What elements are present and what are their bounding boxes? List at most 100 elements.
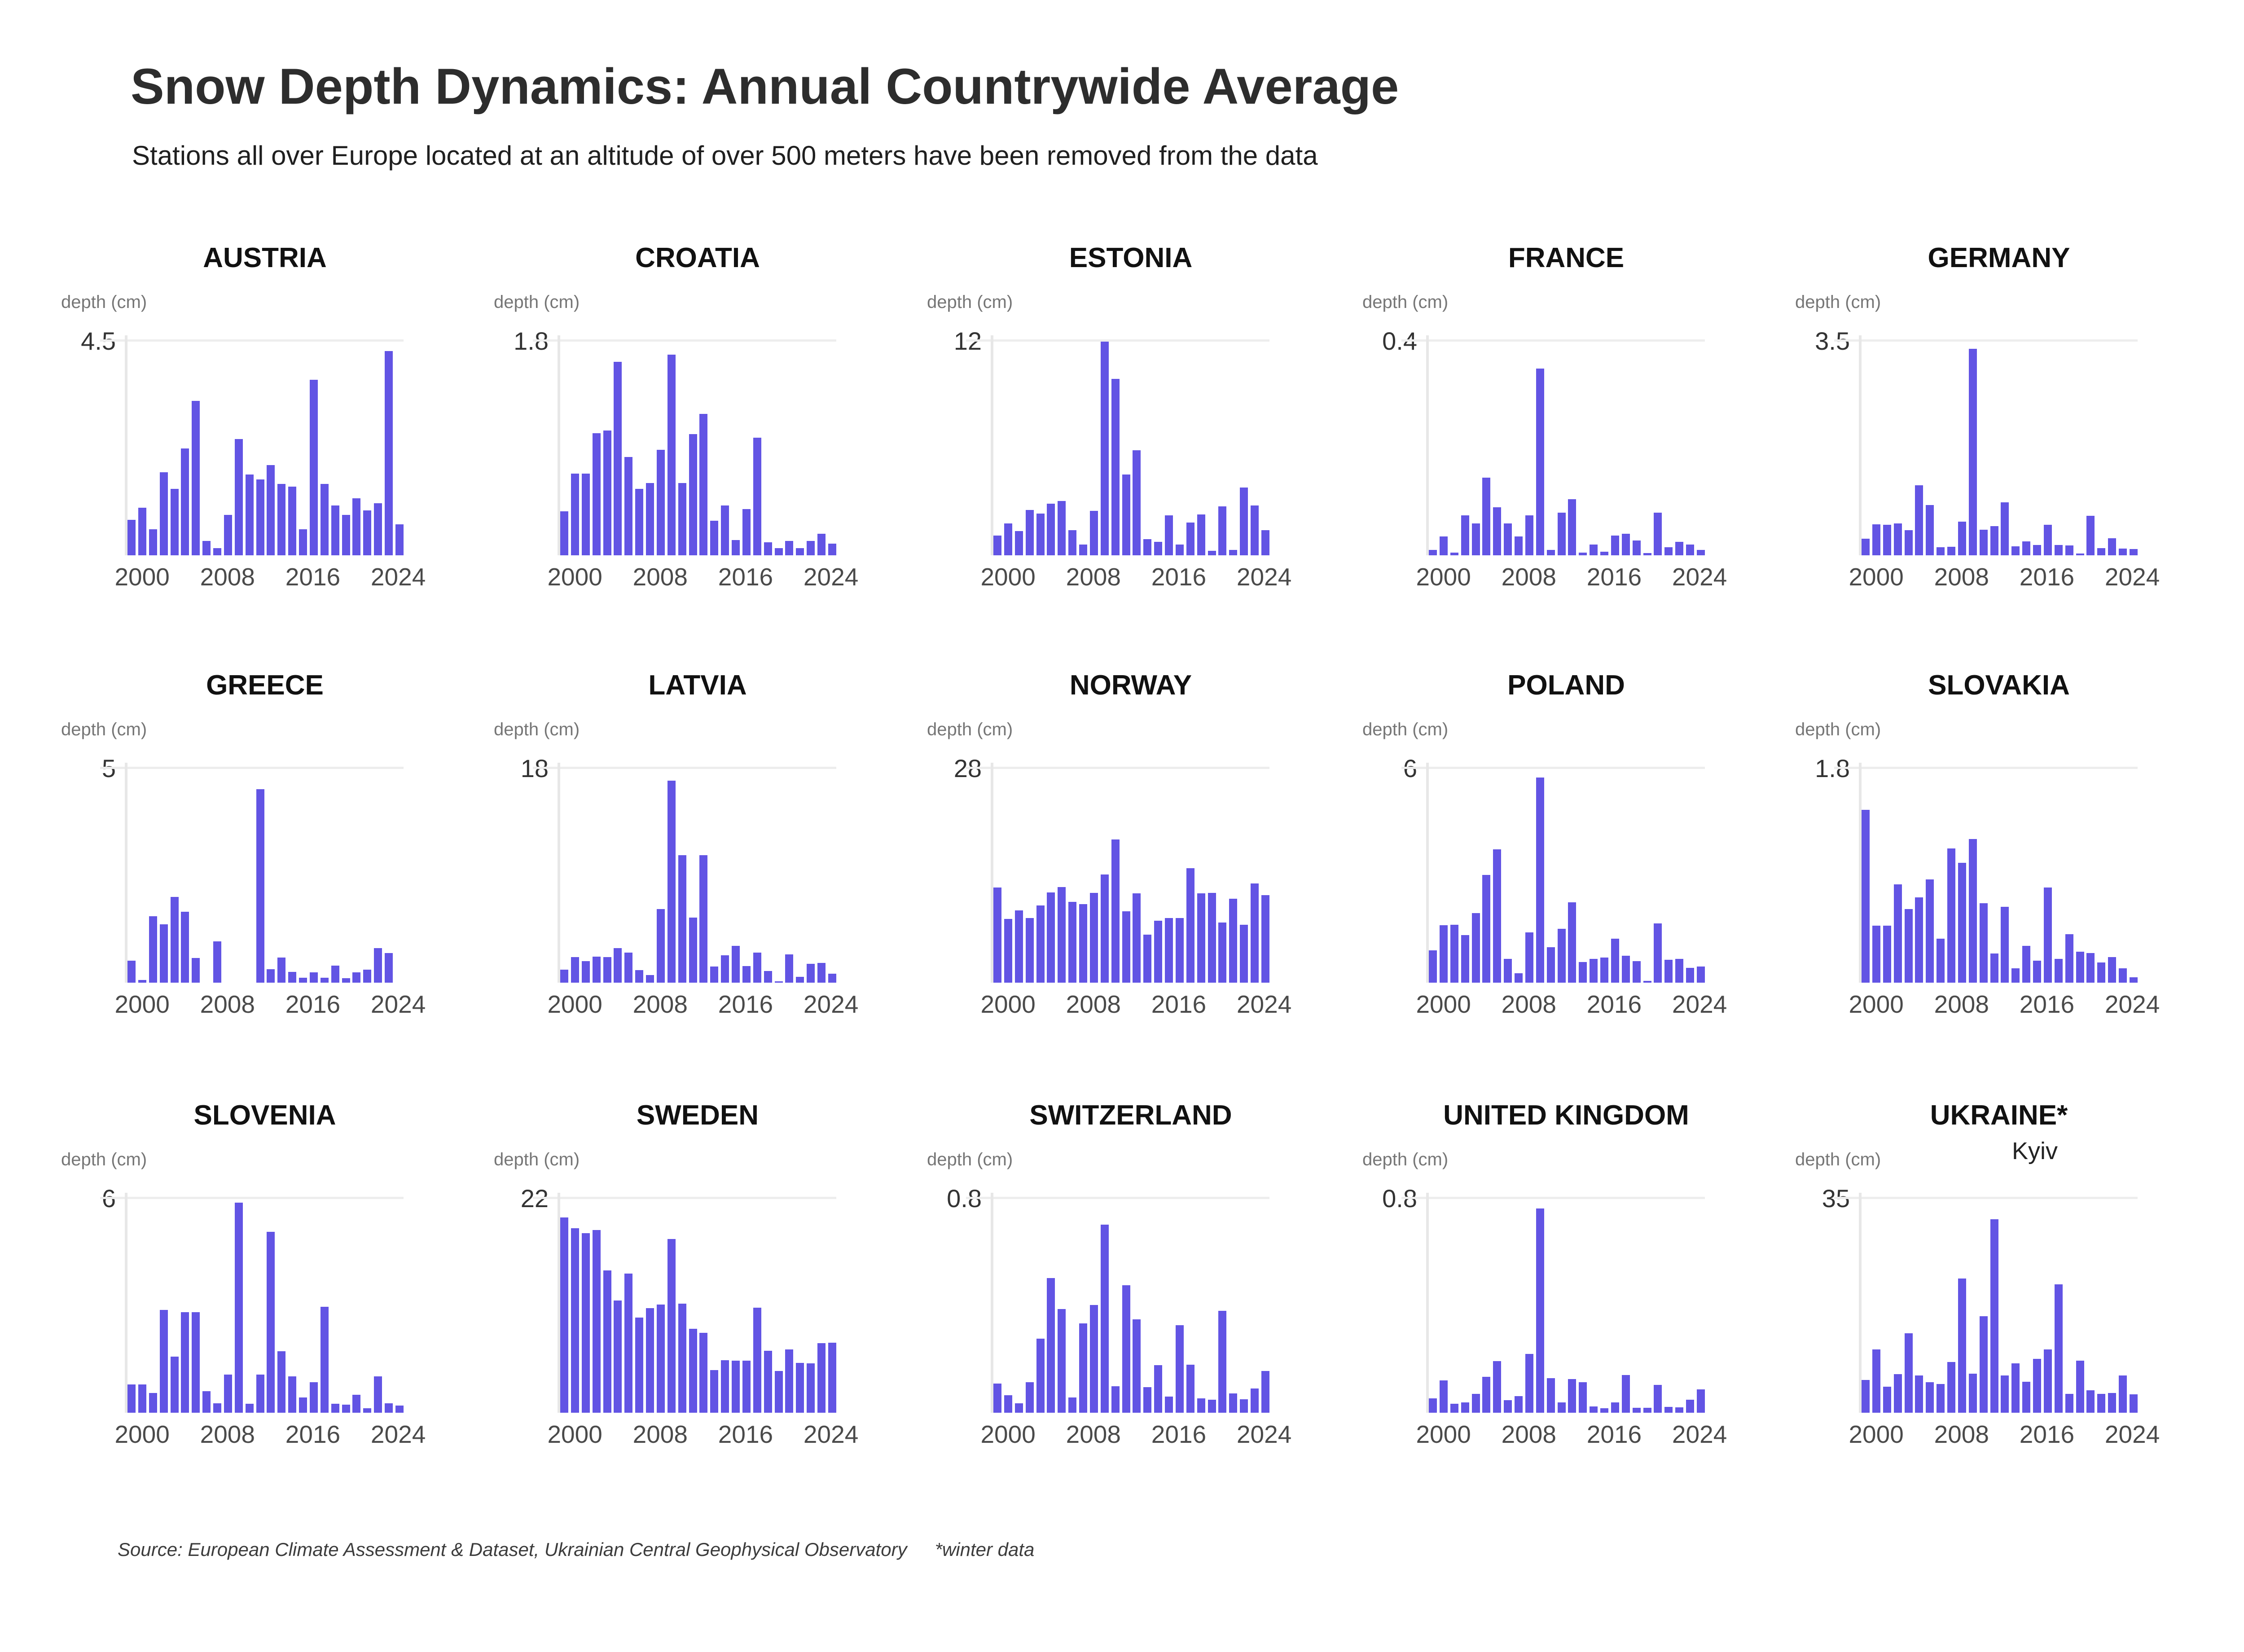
chart-card: NORWAY depth (cm) 28 2000 2008 2016 2024 [882, 657, 1291, 1034]
bar-2019 [342, 978, 350, 983]
bar-2018 [331, 965, 339, 983]
bar-2024 [2129, 977, 2138, 983]
bar-2003 [603, 431, 611, 555]
bar-2008 [1089, 1305, 1098, 1413]
y-axis-label: depth (cm) [61, 292, 147, 312]
bar-2018 [1632, 1408, 1641, 1413]
bar-2024 [828, 543, 836, 555]
bar-2000 [1004, 523, 1012, 555]
bar-2022 [1240, 1399, 1248, 1413]
x-tick-label-2008: 2008 [200, 990, 255, 1018]
plot-area: 2000 2008 2016 2024 [1834, 763, 2160, 1018]
bar-2024 [828, 974, 836, 983]
top-gridline [533, 339, 836, 342]
bar-2001 [1450, 553, 1458, 555]
x-tick-label-2016: 2016 [718, 1420, 773, 1448]
y-axis-line [125, 763, 127, 983]
bar-2011 [689, 917, 697, 983]
bar-2018 [331, 1404, 339, 1413]
source-text: Source: European Climate Assessment & Da… [118, 1539, 907, 1560]
bar-2022 [807, 541, 815, 555]
bar-2019 [774, 548, 783, 555]
y-axis-label: depth (cm) [1362, 292, 1449, 312]
bar-2009 [1968, 1373, 1977, 1413]
bar-2012 [267, 1232, 275, 1413]
x-tick-label-2000: 2000 [547, 563, 602, 591]
bar-2009 [667, 781, 676, 983]
x-axis-ticks: 2000 2008 2016 2024 [1849, 983, 2160, 1019]
bar-2004 [614, 361, 622, 555]
bar-2009 [1536, 778, 1544, 983]
y-axis-label: depth (cm) [927, 292, 1013, 312]
bar-1999 [127, 519, 136, 555]
bar-2018 [1197, 514, 1205, 555]
bar-2023 [1686, 545, 1694, 555]
bar-2002 [1025, 510, 1034, 555]
bar-2003 [1471, 523, 1480, 555]
y-axis-line [1859, 335, 1862, 555]
x-tick-label-2008: 2008 [1066, 1420, 1121, 1448]
x-tick-label-2008: 2008 [1934, 1420, 1989, 1448]
bar-2019 [1208, 551, 1216, 555]
top-gridline [1834, 1197, 2138, 1199]
bar-2016 [1611, 535, 1619, 555]
bar-2011 [1557, 512, 1566, 555]
bar-2016 [1175, 1325, 1184, 1413]
bars [1862, 769, 2138, 983]
bar-2015 [1600, 551, 1608, 555]
y-axis-line [1426, 763, 1429, 983]
bar-2014 [2022, 946, 2031, 983]
x-tick-label-2024: 2024 [1236, 563, 1292, 591]
bar-2008 [1958, 522, 1966, 555]
bar-1999 [560, 969, 568, 983]
bar-2014 [288, 486, 297, 555]
bar-2011 [256, 1375, 264, 1413]
bar-2007 [1079, 1323, 1087, 1413]
x-axis-ticks: 2000 2008 2016 2024 [980, 1413, 1291, 1449]
bar-2007 [1515, 973, 1523, 983]
x-tick-label-2000: 2000 [1416, 563, 1471, 591]
bar-2019 [2076, 1361, 2084, 1413]
bar-2009 [234, 439, 243, 555]
bar-2011 [1122, 911, 1130, 983]
bar-2020 [352, 1394, 361, 1413]
bar-2007 [1515, 1396, 1523, 1413]
bar-2023 [385, 1403, 393, 1413]
x-tick-label-2024: 2024 [803, 1420, 859, 1448]
bar-2016 [742, 1361, 751, 1413]
top-gridline [966, 1197, 1269, 1199]
bar-2005 [1493, 507, 1502, 555]
bar-2005 [1058, 501, 1066, 555]
bar-2024 [828, 1343, 836, 1413]
bar-2011 [1557, 929, 1566, 983]
chart-card: UKRAINE* Kyiv depth (cm) 35 2000 2008 2016… [1750, 1087, 2160, 1464]
bars [127, 1199, 404, 1413]
bar-2022 [807, 963, 815, 983]
top-gridline [100, 339, 404, 342]
x-tick-label-2016: 2016 [285, 1420, 341, 1448]
bar-2015 [2033, 1359, 2041, 1413]
bar-2022 [1675, 1407, 1684, 1413]
bar-2019 [2076, 952, 2084, 983]
x-tick-label-2024: 2024 [1236, 1420, 1292, 1448]
bar-2021 [1229, 899, 1238, 983]
bar-2007 [646, 975, 654, 983]
bar-2010 [1979, 903, 1988, 983]
x-tick-label-2008: 2008 [1066, 563, 1121, 591]
bar-2003 [1904, 909, 1913, 983]
bar-2010 [1979, 529, 1988, 555]
x-tick-label-2024: 2024 [370, 563, 426, 591]
bar-2005 [1058, 1309, 1066, 1413]
bar-2002 [159, 924, 168, 983]
bar-2021 [796, 1362, 804, 1413]
bar-2015 [1600, 1408, 1608, 1413]
bar-2005 [192, 1312, 200, 1413]
bar-2015 [2033, 545, 2041, 555]
bar-2013 [1579, 962, 1587, 983]
bar-2024 [1696, 550, 1705, 555]
bar-2021 [2097, 548, 2106, 555]
x-tick-label-2000: 2000 [980, 1420, 1036, 1448]
x-tick-label-2000: 2000 [1849, 1420, 1904, 1448]
bar-2000 [138, 1384, 146, 1413]
bar-2004 [181, 911, 189, 983]
